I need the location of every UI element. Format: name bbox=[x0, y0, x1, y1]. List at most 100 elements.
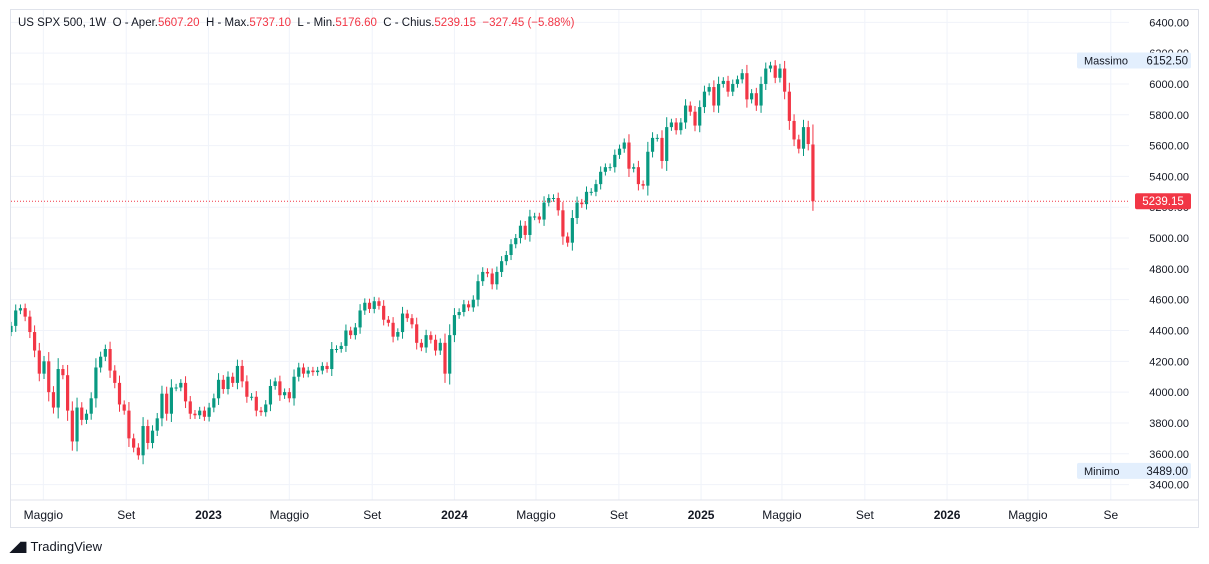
candle-body bbox=[249, 396, 254, 398]
x-tick-label: 2025 bbox=[688, 508, 715, 522]
candle-body bbox=[707, 87, 711, 92]
candle-body bbox=[320, 365, 324, 371]
candle-body bbox=[679, 122, 683, 131]
candle-body bbox=[259, 410, 263, 413]
candle-body bbox=[778, 68, 782, 78]
marker-name: Massimo bbox=[1084, 55, 1128, 67]
candle-body bbox=[674, 122, 678, 131]
candle-body bbox=[783, 68, 787, 92]
candle-body bbox=[759, 83, 763, 106]
candle-body bbox=[429, 335, 433, 340]
candle-body bbox=[353, 327, 357, 336]
legend-close-label: C - Chius. bbox=[383, 17, 435, 29]
candle-body bbox=[287, 392, 291, 399]
marker-badge bbox=[1077, 462, 1191, 479]
candle-body bbox=[504, 255, 508, 262]
candle-body bbox=[117, 382, 122, 405]
candle-body bbox=[94, 367, 98, 399]
candle-body bbox=[556, 197, 560, 211]
candle-body bbox=[11, 325, 13, 333]
candle-body bbox=[584, 191, 589, 205]
candle-body bbox=[575, 202, 579, 219]
candle-body bbox=[99, 356, 103, 368]
candle-body bbox=[127, 410, 131, 439]
candle-body bbox=[693, 111, 697, 126]
candle-body bbox=[254, 396, 258, 411]
candle-body bbox=[476, 281, 480, 300]
candle-body bbox=[386, 319, 390, 323]
candle-body bbox=[42, 361, 46, 374]
candle-body bbox=[377, 301, 381, 306]
candle-body bbox=[547, 197, 551, 203]
candle-body bbox=[212, 398, 216, 408]
candle-body bbox=[806, 127, 810, 145]
candle-body bbox=[768, 65, 773, 69]
candle-body bbox=[122, 404, 126, 411]
candle-body bbox=[660, 137, 664, 162]
y-tick-label: 4000.00 bbox=[1149, 387, 1189, 399]
candle-body bbox=[330, 348, 334, 370]
candle-body bbox=[415, 324, 419, 343]
candle-body bbox=[745, 73, 749, 100]
candle-body bbox=[80, 407, 84, 420]
candle-body bbox=[75, 407, 79, 442]
candle-body bbox=[481, 271, 485, 282]
candle-body bbox=[495, 271, 499, 285]
candle-body bbox=[174, 387, 178, 389]
candle-body bbox=[165, 393, 169, 414]
candle-body bbox=[297, 367, 301, 377]
candle-body bbox=[334, 348, 339, 350]
candle-body bbox=[419, 342, 424, 348]
legend-symbol: US SPX 500, bbox=[18, 17, 86, 29]
candle-body bbox=[202, 410, 207, 417]
candle-body bbox=[716, 83, 721, 106]
candle-body bbox=[712, 87, 716, 106]
candle-body bbox=[84, 413, 89, 420]
candle-body bbox=[462, 304, 466, 313]
candle-body bbox=[594, 184, 598, 192]
candle-body bbox=[113, 370, 117, 383]
candle-body bbox=[221, 379, 225, 390]
candle-body bbox=[518, 225, 523, 239]
candle-body bbox=[485, 271, 490, 274]
candle-body bbox=[636, 167, 641, 185]
candle-body bbox=[367, 302, 372, 309]
candle-body bbox=[646, 151, 650, 186]
x-tick-label: Maggio bbox=[270, 508, 310, 522]
candle-body bbox=[226, 376, 230, 390]
candle-body bbox=[160, 393, 164, 419]
candle-body bbox=[731, 83, 735, 92]
candle-body bbox=[627, 142, 631, 169]
candlestick-chart[interactable]: 3400.00 3600.00 3800.00 4000.00 4200.00 4400.… bbox=[11, 10, 1198, 527]
marker-value: 6152.50 bbox=[1146, 55, 1188, 67]
candle-body bbox=[702, 91, 707, 108]
candle-body bbox=[801, 127, 806, 149]
candle-body bbox=[32, 332, 37, 351]
candle-body bbox=[103, 348, 107, 357]
candle-body bbox=[169, 387, 173, 414]
candle-body bbox=[306, 370, 310, 374]
candle-body bbox=[278, 381, 282, 396]
tradingview-logo-icon: ◢▮ bbox=[10, 538, 28, 554]
tradingview-branding[interactable]: ◢▮ TradingView bbox=[10, 538, 102, 555]
y-tick-label: 3400.00 bbox=[1149, 480, 1189, 492]
legend-high-label: H - Max. bbox=[205, 17, 250, 29]
candle-body bbox=[363, 302, 367, 311]
candle-body bbox=[561, 210, 565, 237]
legend-high-value: 5737.10 bbox=[249, 17, 291, 29]
candle-body bbox=[325, 365, 329, 370]
candle-body bbox=[613, 154, 617, 168]
x-tick-label: Set bbox=[610, 508, 629, 522]
legend-interval: 1W bbox=[88, 17, 107, 29]
candle-body bbox=[358, 310, 362, 328]
candle-body bbox=[424, 335, 428, 348]
candle-body bbox=[268, 385, 273, 405]
candle-body bbox=[273, 381, 277, 386]
candle-body bbox=[754, 93, 758, 106]
candle-body bbox=[155, 418, 159, 431]
candle-body bbox=[509, 244, 513, 255]
candle-body bbox=[622, 142, 626, 149]
candle-body bbox=[443, 342, 447, 374]
y-tick-label: 6000.00 bbox=[1149, 79, 1189, 91]
candle-body bbox=[141, 426, 145, 456]
